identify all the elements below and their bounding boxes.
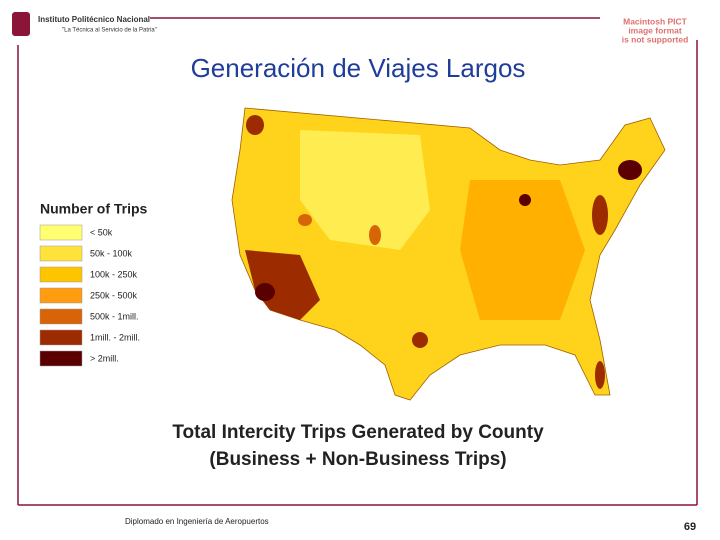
caption: Total Intercity Trips Generated by Count… — [172, 422, 544, 443]
logo — [12, 12, 30, 36]
legend-title: Number of Trips — [40, 201, 148, 217]
slide-title: Generación de Viajes Largos — [191, 53, 526, 83]
motto: "La Técnica al Servicio de la Patria" — [62, 28, 157, 34]
legend-label: 500k - 1mill. — [90, 311, 139, 321]
legend-label: 100k - 250k — [90, 269, 138, 279]
us-map — [231, 107, 666, 401]
footer-text: Diplomado en Ingeniería de Aeropuertos — [125, 517, 269, 526]
legend: < 50k 50k - 100k 100k - 250k 250k - 500k 500… — [39, 224, 140, 367]
map-region — [592, 195, 608, 235]
legend-swatch — [39, 245, 83, 262]
placeholder-text: is not supported — [622, 34, 689, 44]
map-region — [595, 361, 605, 389]
map-region — [245, 250, 320, 320]
map-region — [412, 332, 428, 348]
institution: Instituto Politécnico Nacional — [38, 15, 150, 24]
page-number: 69 — [684, 521, 696, 533]
map-region — [300, 130, 430, 250]
legend-label: 50k - 100k — [90, 248, 133, 258]
legend-swatch — [39, 287, 83, 304]
legend-swatch — [39, 329, 83, 346]
placeholder-text: image format — [628, 25, 682, 35]
legend-swatch — [39, 308, 83, 325]
map-region — [255, 283, 275, 301]
placeholder-text: Macintosh PICT — [623, 16, 688, 26]
legend-label: 1mill. - 2mill. — [90, 332, 140, 342]
legend-label: < 50k — [90, 227, 113, 237]
legend-swatch — [39, 350, 83, 367]
map-region — [298, 214, 312, 226]
map-region — [246, 115, 264, 135]
map-region — [369, 225, 381, 245]
map-region — [460, 180, 585, 320]
legend-label: 250k - 500k — [90, 290, 138, 300]
map-region — [618, 160, 642, 180]
legend-swatch — [39, 224, 83, 241]
map-region — [519, 194, 531, 206]
legend-label: > 2mill. — [90, 353, 119, 363]
caption: (Business + Non-Business Trips) — [209, 449, 506, 470]
legend-swatch — [39, 266, 83, 283]
